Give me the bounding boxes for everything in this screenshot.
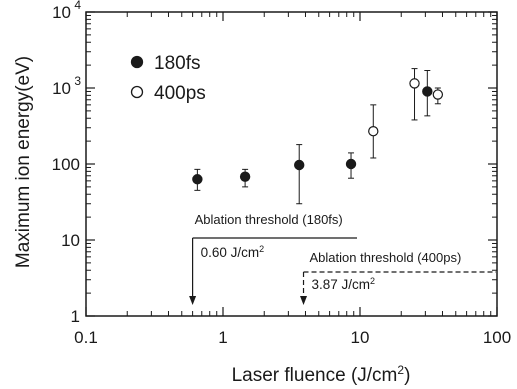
data-point-400ps — [432, 87, 444, 105]
data-point-180fs — [345, 152, 357, 179]
y-tick-label: 100 — [52, 155, 80, 174]
open-circle-marker — [409, 78, 420, 89]
x-tick-label: 10 — [351, 328, 370, 347]
data-point-180fs — [294, 144, 305, 205]
y-tick-label: 10 — [52, 79, 71, 98]
y-tick-exponent: 4 — [74, 0, 81, 12]
threshold-annotations: Ablation threshold (180fs)0.60 J/cm2Abla… — [189, 212, 496, 305]
legend-entry: 180fs — [130, 53, 200, 74]
data-points — [192, 68, 444, 205]
plot-area — [85, 11, 498, 317]
data-point-400ps — [409, 68, 420, 121]
data-point-180fs — [239, 168, 251, 188]
y-tick-label: 1 — [71, 307, 80, 326]
legend: 180fs 400ps — [130, 53, 206, 104]
x-tick-label: 0.1 — [74, 328, 98, 347]
legend-filled-circle-marker — [130, 55, 144, 69]
open-circle-marker — [432, 89, 444, 100]
data-point-180fs — [192, 168, 203, 191]
filled-circle-marker — [422, 86, 433, 97]
open-circle-marker — [368, 126, 379, 137]
filled-circle-marker — [192, 174, 203, 185]
filled-circle-marker — [345, 158, 357, 170]
legend-label: 400ps — [154, 83, 206, 104]
axis-ticks — [85, 11, 498, 317]
filled-circle-marker — [294, 159, 305, 171]
threshold-arrowhead — [300, 296, 308, 305]
legend-label: 180fs — [154, 53, 200, 74]
data-point-400ps — [368, 104, 379, 159]
threshold-value: 0.60 J/cm2 — [201, 244, 265, 260]
threshold-annotation: Ablation threshold (400ps) 3.87 J/cm2 — [300, 250, 496, 305]
data-point-180fs — [422, 69, 433, 117]
threshold-annotation: Ablation threshold (180fs) 0.60 J/cm2 — [189, 212, 357, 305]
y-axis-title: Maximum ion energy(eV) — [13, 56, 34, 268]
x-axis-title: Laser fluence (J/cm2) — [232, 363, 411, 386]
y-tick-exponent: 3 — [74, 74, 81, 88]
threshold-arrowhead — [189, 296, 197, 305]
threshold-label: Ablation threshold (180fs) — [195, 212, 343, 227]
filled-circle-marker — [239, 171, 251, 182]
plot-frame — [85, 11, 498, 317]
x-tick-label: 1 — [218, 328, 227, 347]
y-tick-label: 10 — [61, 231, 80, 250]
x-tick-label: 100 — [483, 328, 511, 347]
legend-entry: 400ps — [130, 83, 206, 104]
threshold-value: 3.87 J/cm2 — [312, 276, 376, 292]
threshold-label: Ablation threshold (400ps) — [310, 250, 462, 265]
legend-open-circle-marker — [130, 85, 144, 99]
y-tick-label: 10 — [52, 3, 71, 22]
